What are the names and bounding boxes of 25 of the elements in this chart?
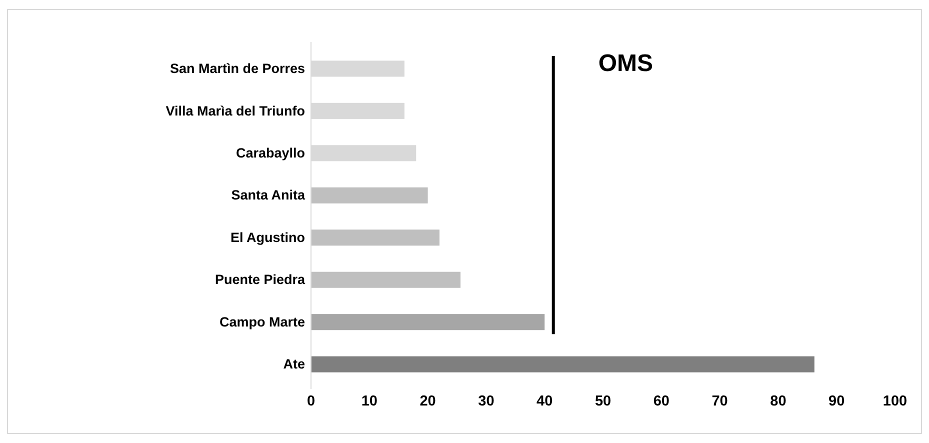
y-tick-label: El Agustino: [230, 230, 305, 245]
bar: [311, 356, 814, 372]
y-tick-label: Carabayllo: [236, 145, 305, 160]
x-tick-label: 80: [770, 393, 786, 410]
x-tick-label: 90: [828, 393, 845, 410]
x-tick-label: 50: [594, 393, 612, 410]
bar: [311, 187, 428, 204]
y-tick-label: Campo Marte: [219, 314, 306, 330]
x-tick-label: 20: [420, 393, 436, 410]
x-tick-label: 0: [306, 393, 316, 410]
y-tick-label: San Martìn de Porres: [170, 61, 305, 76]
bar: [311, 314, 545, 330]
y-tick-label: Puente Piedra: [214, 272, 306, 288]
x-tick-label: 40: [536, 393, 553, 410]
x-tick-label: 100: [882, 393, 908, 410]
x-tick-label: 10: [361, 393, 378, 410]
bar: [311, 272, 461, 288]
ref-line-label: OMS: [598, 50, 654, 77]
bar: [311, 230, 440, 246]
x-tick-label: 30: [478, 393, 494, 410]
y-tick-label: Villa Marìa del Triunfo: [166, 103, 305, 118]
y-tick-label: Santa Anita: [231, 188, 306, 203]
y-tick-label: Ate: [283, 356, 306, 372]
x-tick-label: 70: [712, 393, 728, 410]
x-tick-label: 60: [653, 393, 670, 410]
